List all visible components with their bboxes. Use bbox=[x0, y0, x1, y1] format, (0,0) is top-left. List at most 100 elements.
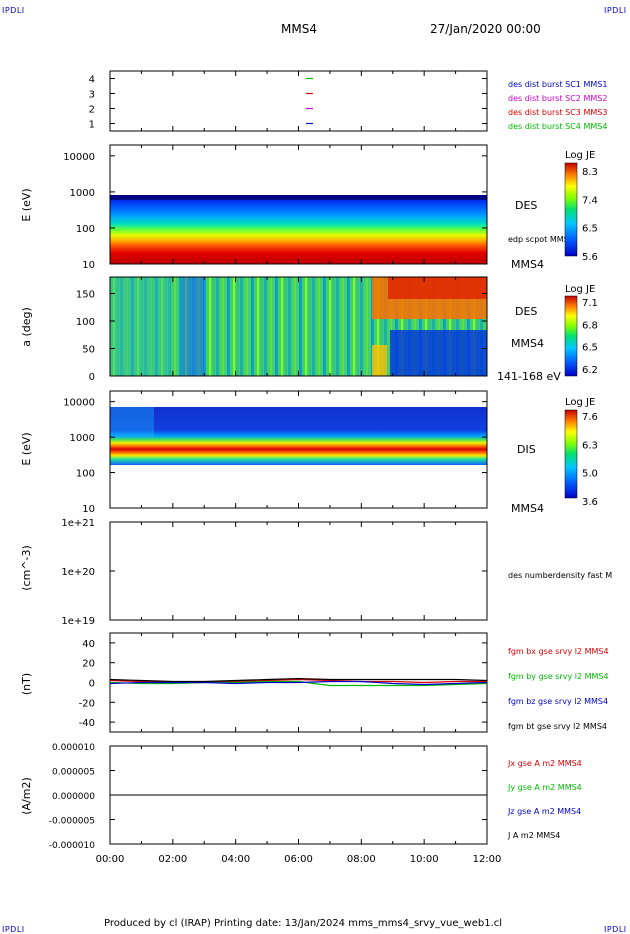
bfield-legend-entry: fgm by gse srvy l2 MMS4 bbox=[508, 672, 609, 681]
x-tick-label: 10:00 bbox=[410, 854, 439, 865]
density-ylabel: (cm^-3) bbox=[20, 545, 33, 591]
corner-mark-bottom-right: IPDLI bbox=[604, 925, 627, 934]
current-legend-entry: Jy gse A m2 MMS4 bbox=[507, 783, 582, 792]
y-tick-label: 10000 bbox=[63, 152, 95, 163]
dis-energy-spectrogram bbox=[110, 407, 487, 465]
y-tick-label: 40 bbox=[82, 639, 95, 650]
y-tick-label: 50 bbox=[82, 345, 95, 356]
y-tick-label: 20 bbox=[82, 659, 95, 670]
des-pitch-colorbar-title: Log JE bbox=[565, 284, 595, 295]
corner-mark-top-right: IPDLI bbox=[604, 6, 627, 15]
x-tick-label: 08:00 bbox=[347, 854, 376, 865]
y-tick-label: 0.000005 bbox=[52, 768, 95, 778]
y-tick-label: -40 bbox=[79, 718, 95, 729]
corner-mark-top-left: IPDLI bbox=[2, 6, 25, 15]
dis-energy-colorbar-title: Log JE bbox=[565, 397, 595, 408]
y-tick-label: 0 bbox=[89, 679, 95, 690]
y-tick-label: 0.000000 bbox=[52, 792, 95, 802]
x-tick-label: 02:00 bbox=[158, 854, 187, 865]
panel-current-density: -0.000010 -0.000005 0.000000 0.000005 0.0000… bbox=[20, 743, 582, 851]
y-tick-label: 0.000010 bbox=[52, 743, 95, 753]
des-pitch-label: DES bbox=[515, 305, 537, 318]
y-tick-label: 150 bbox=[76, 290, 95, 301]
panel-magnetic-field: -40 -20 0 20 40 fgm bx gse srvy l2 MMS4 fgm b… bbox=[20, 632, 609, 733]
colorbar-tick-label: 8.3 bbox=[582, 167, 598, 178]
des-energy-spectrogram bbox=[110, 195, 487, 264]
colorbar-tick-label: 7.4 bbox=[582, 195, 598, 206]
des-energy-sc-label: MMS4 bbox=[511, 258, 544, 271]
des-energy-label: DES bbox=[515, 199, 537, 212]
y-tick-label: 100 bbox=[76, 224, 95, 235]
y-tick-label: -0.000005 bbox=[49, 817, 95, 827]
des-energy-ylabel: E (eV) bbox=[20, 188, 33, 221]
current-legend-entry: Jz gse A m2 MMS4 bbox=[507, 807, 581, 816]
colorbar-tick-label: 7.6 bbox=[582, 412, 598, 423]
colorbar-tick-label: 7.1 bbox=[582, 298, 598, 309]
des-energy-colorbar-title: Log JE bbox=[565, 150, 595, 161]
x-tick-label: 06:00 bbox=[284, 854, 313, 865]
corner-mark-bottom-left: IPDLI bbox=[2, 925, 25, 934]
bfield-series-line bbox=[109, 677, 488, 683]
burst-legend-entry: des dist burst SC2 MMS2 bbox=[508, 94, 607, 103]
bfield-legend-entry: fgm bx gse srvy l2 MMS4 bbox=[508, 647, 609, 656]
current-legend-entry: Jx gse A m2 MMS4 bbox=[507, 759, 582, 768]
panel-burst: 1 2 3 4 des dist burst SC1 MMS1 des dist bur… bbox=[89, 70, 607, 132]
panel-dis-energy: 10 100 1000 10000 E (eV) DIS MMS4 Log JE 7.… bbox=[20, 390, 598, 515]
y-tick-label: 1 bbox=[89, 120, 95, 131]
colorbar-tick-label: 3.6 bbox=[582, 497, 598, 508]
y-tick-label: 1e+19 bbox=[61, 616, 95, 627]
y-tick-label: 10 bbox=[82, 504, 95, 515]
panel-des-pitch: 0 50 100 150 a (deg) DES MMS4 141-168 eV Lo… bbox=[20, 276, 598, 383]
bfield-series-line bbox=[109, 680, 488, 687]
des-energy-colorbar bbox=[564, 162, 578, 257]
burst-legend-entry: des dist burst SC1 MMS1 bbox=[508, 80, 607, 89]
des-pitch-ylabel: a (deg) bbox=[20, 307, 33, 347]
current-ylabel: (A/m2) bbox=[20, 777, 33, 815]
footer-credit: Produced by cl (IRAP) Printing date: 13/… bbox=[104, 918, 503, 929]
y-tick-label: 1000 bbox=[70, 433, 95, 444]
y-tick-label: 10000 bbox=[63, 398, 95, 409]
dis-energy-sc-label: MMS4 bbox=[511, 502, 544, 515]
colorbar-tick-label: 6.3 bbox=[582, 440, 598, 451]
dis-energy-label: DIS bbox=[517, 443, 536, 456]
spacecraft-title: MMS4 bbox=[281, 22, 317, 36]
colorbar-tick-label: 6.5 bbox=[582, 343, 598, 354]
y-tick-label: 3 bbox=[89, 90, 95, 101]
dis-energy-colorbar bbox=[564, 409, 578, 499]
current-legend-entry: J A m2 MMS4 bbox=[507, 831, 560, 840]
y-tick-label: 0 bbox=[89, 372, 95, 383]
x-tick-label: 12:00 bbox=[473, 854, 502, 865]
x-tick-label: 04:00 bbox=[221, 854, 250, 865]
y-tick-label: 2 bbox=[89, 105, 95, 116]
colorbar-tick-label: 6.5 bbox=[582, 224, 598, 235]
des-pitch-energy-range: 141-168 eV bbox=[497, 370, 561, 383]
bfield-legend-entry: fgm bt gse srvy l2 MMS4 bbox=[508, 722, 607, 731]
bfield-legend-entry: fgm bz gse srvy l2 MMS4 bbox=[508, 697, 608, 706]
dis-energy-ylabel: E (eV) bbox=[20, 432, 33, 465]
x-tick-label: 00:00 bbox=[96, 854, 125, 865]
y-tick-label: -20 bbox=[79, 698, 95, 709]
y-tick-label: 1000 bbox=[70, 188, 95, 199]
y-tick-label: 1e+20 bbox=[61, 567, 95, 578]
edp-scpot-label: edp scpot MMS4 bbox=[508, 235, 574, 244]
panel-density: 1e+19 1e+20 1e+21 (cm^-3) des numberdensit… bbox=[20, 518, 612, 627]
des-pitch-colorbar bbox=[564, 295, 578, 377]
burst-legend-entry: des dist burst SC4 MMS4 bbox=[508, 122, 607, 131]
panel-des-energy: 10 100 1000 10000 E (eV) DES edp scpot MMS4… bbox=[20, 144, 598, 271]
colorbar-tick-label: 6.8 bbox=[582, 320, 598, 331]
y-tick-label: 10 bbox=[82, 260, 95, 271]
bfield-ylabel: (nT) bbox=[20, 673, 33, 695]
y-tick-label: 4 bbox=[89, 75, 95, 86]
burst-legend-entry: des dist burst SC3 MMS3 bbox=[508, 108, 607, 117]
density-legend: des numberdensity fast M bbox=[508, 571, 612, 580]
colorbar-tick-label: 5.0 bbox=[582, 469, 598, 480]
colorbar-tick-label: 5.6 bbox=[582, 252, 598, 263]
y-tick-label: 100 bbox=[76, 469, 95, 480]
des-pitch-sc-label: MMS4 bbox=[511, 337, 544, 350]
colorbar-tick-label: 6.2 bbox=[582, 365, 598, 376]
bfield-series-line bbox=[109, 680, 488, 686]
y-tick-label: 1e+21 bbox=[61, 518, 95, 529]
y-tick-label: -0.000010 bbox=[49, 841, 95, 851]
y-tick-label: 100 bbox=[76, 317, 95, 328]
